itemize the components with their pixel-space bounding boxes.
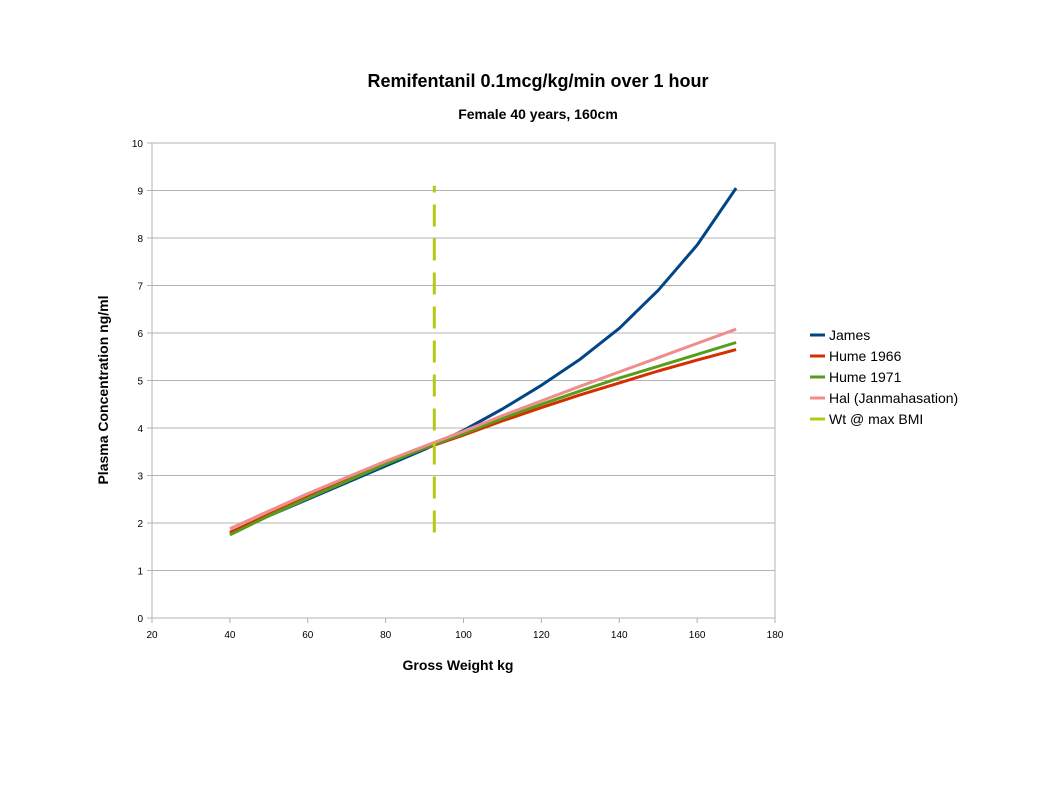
y-tick-label: 9 [137,187,143,198]
series-lines [229,185,738,537]
x-tick-label: 140 [611,630,628,641]
series-line-hume-1966 [229,348,737,534]
x-tick-label: 120 [533,630,550,641]
chart-subtitle: Female 40 years, 160cm [458,106,618,122]
legend-label: James [829,327,870,343]
y-tick-label: 5 [137,377,143,388]
y-tick-label: 1 [137,567,143,578]
y-axis-ticks: 0 1 2 3 4 5 6 7 8 9 10 [132,139,152,625]
chart-title: Remifentanil 0.1mcg/kg/min over 1 hour [367,71,708,91]
y-tick-label: 8 [137,234,143,245]
legend-label: Hume 1966 [829,348,902,364]
y-tick-label: 4 [137,424,143,435]
x-axis-ticks: 20 40 60 80 100 120 140 160 180 [146,618,784,641]
series-line-hume-1971 [229,341,737,537]
y-tick-label: 2 [137,519,143,530]
legend-label: Hume 1971 [829,369,902,385]
legend-label: Wt @ max BMI [829,411,923,427]
x-axis-label: Gross Weight kg [403,657,514,673]
x-tick-label: 20 [146,630,158,641]
gridlines [152,142,775,619]
series-line-james [229,187,738,534]
x-tick-label: 100 [455,630,472,641]
y-axis-label: Plasma Concentration ng/ml [95,295,111,484]
x-tick-label: 160 [689,630,706,641]
legend-label: Hal (Janmahasation) [829,390,958,406]
y-tick-label: 10 [132,139,144,150]
x-tick-label: 60 [302,630,314,641]
y-tick-label: 6 [137,329,143,340]
x-tick-label: 180 [767,630,784,641]
y-tick-label: 7 [137,282,143,293]
legend: James Hume 1966 Hume 1971 Hal (Janmahasatio… [810,327,958,427]
x-tick-label: 40 [224,630,236,641]
y-tick-label: 3 [137,472,143,483]
y-tick-label: 0 [137,614,143,625]
series-line-hal-janmahasation [229,327,737,531]
x-tick-label: 80 [380,630,392,641]
